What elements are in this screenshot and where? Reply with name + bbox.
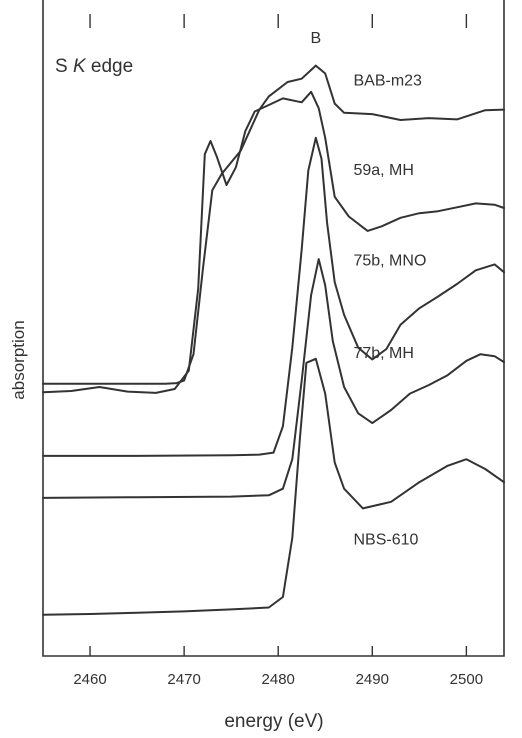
series-line-4 [42, 258, 505, 499]
plot-frame [42, 0, 505, 657]
chart-title-part-1: S [55, 56, 73, 77]
x-axis-ticks: 2460 2470 2480 2490 2500 [73, 14, 483, 688]
series-line-1 [42, 64, 505, 385]
series-label-3: 75b, MNO [353, 253, 426, 270]
x-tick-label: 2460 [73, 671, 106, 688]
series-label-1: BAB-m23 [353, 72, 422, 89]
series-labels: BAB-m23 59a, MH 75b, MNO 77b, MH NBS-610 [353, 72, 426, 548]
chart-title: S K edge [55, 56, 133, 77]
series-label-5: NBS-610 [353, 531, 418, 548]
x-tick-label: 2500 [450, 671, 483, 688]
x-axis-label: energy (eV) [224, 711, 323, 732]
plot-border [42, 0, 505, 657]
series-label-2: 59a, MH [353, 162, 413, 179]
chart-title-part-2: K [73, 56, 87, 77]
series-label-4: 77b, MH [353, 345, 413, 362]
series-line-3 [42, 136, 505, 457]
x-tick-label: 2490 [356, 671, 389, 688]
peak-label: B [311, 30, 322, 47]
series-line-5 [42, 357, 505, 616]
x-tick-label: 2480 [262, 671, 295, 688]
series-line-2 [42, 90, 505, 394]
x-tick-label: 2470 [167, 671, 200, 688]
series-layer [42, 64, 505, 616]
chart-title-part-3: edge [86, 56, 134, 77]
y-axis-label: absorption [9, 320, 28, 399]
